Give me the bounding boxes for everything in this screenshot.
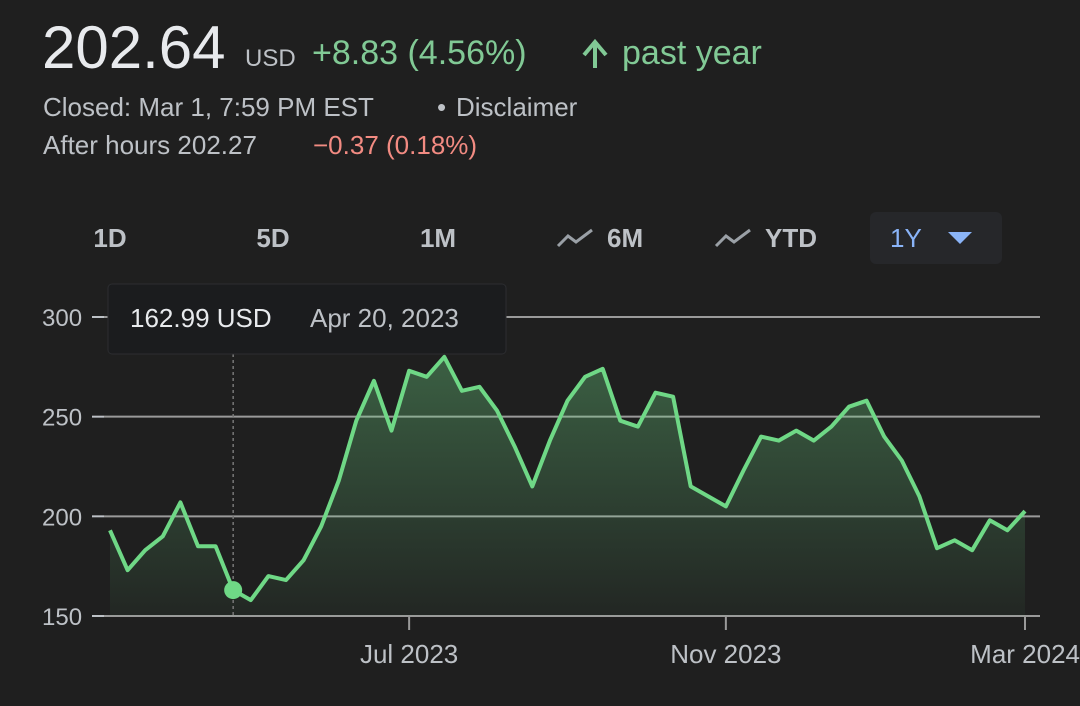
period: past year xyxy=(622,34,762,72)
closed-time: Closed: Mar 1, 7:59 PM EST xyxy=(43,92,374,122)
chart-icon xyxy=(556,228,593,248)
y-tick-label: 150 xyxy=(42,604,82,631)
up-arrow xyxy=(582,38,608,68)
chart-icon xyxy=(714,228,751,248)
tooltip-value: 162.99 USD xyxy=(130,303,272,333)
change: +8.83 (4.56%) xyxy=(312,34,527,72)
after-hours-change: −0.37 (0.18%) xyxy=(313,130,477,160)
separator: • xyxy=(437,92,446,122)
range-button[interactable]: 5D xyxy=(256,223,289,253)
dropdown-arrow[interactable] xyxy=(948,232,972,244)
range-button[interactable]: 1D xyxy=(93,223,126,253)
area-fill xyxy=(110,356,1025,616)
tooltip-box xyxy=(107,283,507,355)
range-button[interactable]: 1M xyxy=(420,223,456,253)
x-tick-label: Nov 2023 xyxy=(670,639,781,669)
currency: USD xyxy=(245,45,296,72)
disclaimer-link[interactable]: Disclaimer xyxy=(456,92,578,122)
range-button[interactable]: YTD xyxy=(765,223,817,253)
after-hours: After hours 202.27 xyxy=(43,130,257,160)
x-tick-label: Jul 2023 xyxy=(360,639,458,669)
x-tick-label: Mar 2024 xyxy=(970,639,1080,669)
range-button[interactable]: 6M xyxy=(607,223,643,253)
range-button[interactable]: 1Y xyxy=(890,223,922,253)
chart: 150 200 250 300 Jul 2023 Nov 2023 Mar 2024 162.… xyxy=(42,283,1080,669)
selected-range-bg xyxy=(870,212,1002,264)
tooltip-date: Apr 20, 2023 xyxy=(310,303,459,333)
y-tick-label: 200 xyxy=(42,504,82,531)
y-tick-label: 250 xyxy=(42,405,82,432)
price: 202.64 xyxy=(42,14,226,81)
hover-point xyxy=(224,581,243,600)
price-line xyxy=(108,354,1027,603)
y-tick-label: 300 xyxy=(42,305,82,332)
